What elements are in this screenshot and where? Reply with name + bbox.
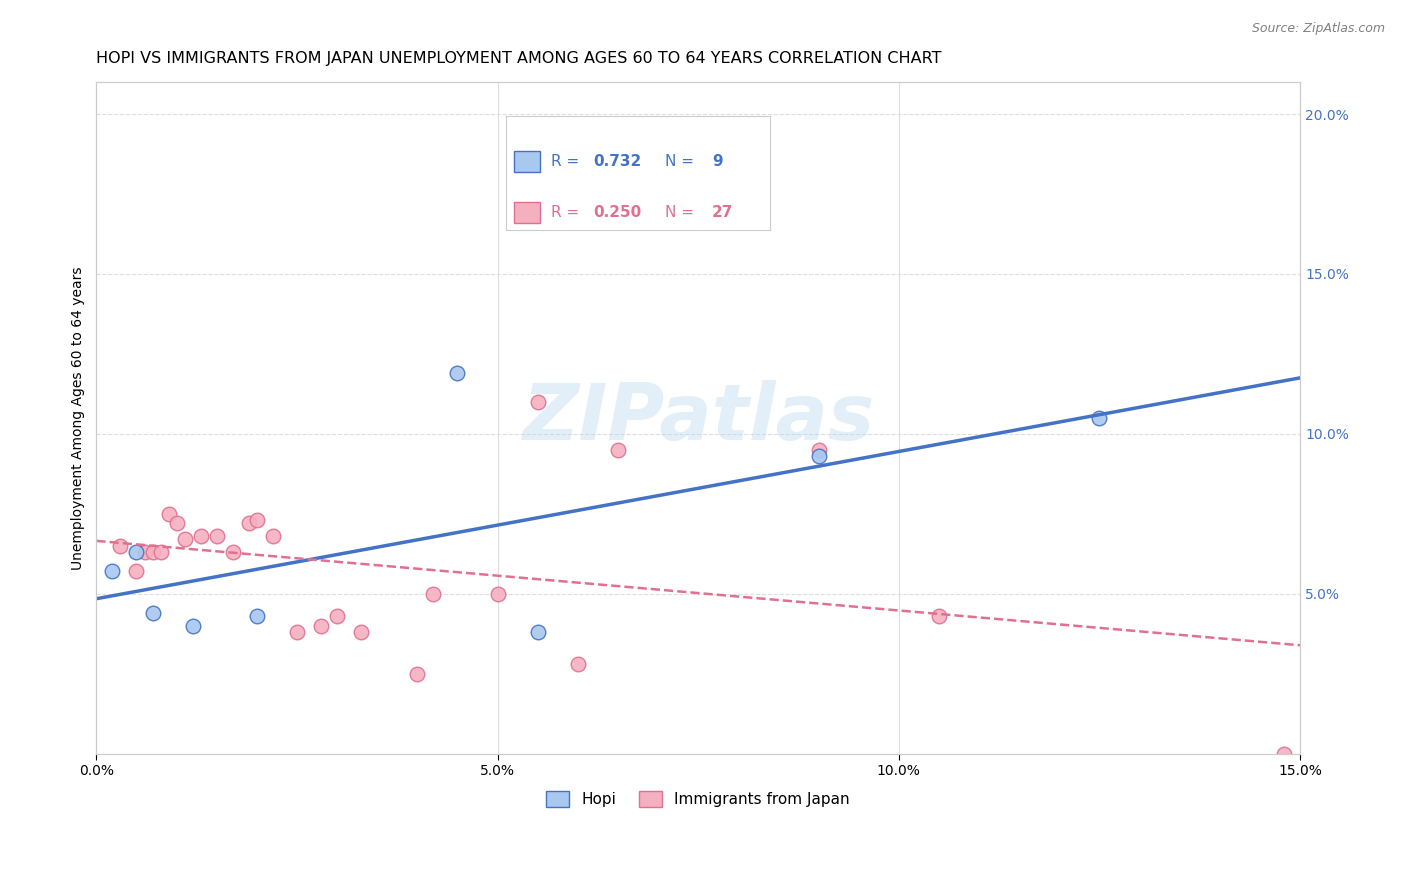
Point	[486, 587, 509, 601]
Point	[350, 625, 373, 640]
Point	[101, 564, 124, 578]
Point	[238, 516, 260, 531]
Point	[446, 366, 468, 380]
Point	[807, 449, 830, 463]
Point	[262, 529, 284, 543]
Point	[173, 533, 195, 547]
Point	[526, 625, 548, 640]
Point	[607, 442, 630, 457]
Point	[149, 545, 172, 559]
Y-axis label: Unemployment Among Ages 60 to 64 years: Unemployment Among Ages 60 to 64 years	[72, 266, 86, 570]
Point	[134, 545, 156, 559]
Point	[246, 513, 269, 527]
Point	[526, 394, 548, 409]
Point	[222, 545, 245, 559]
Point	[141, 545, 163, 559]
Point	[326, 609, 349, 624]
Point	[928, 609, 950, 624]
Point	[125, 545, 148, 559]
Legend: Hopi, Immigrants from Japan: Hopi, Immigrants from Japan	[540, 785, 856, 813]
Point	[110, 539, 132, 553]
Point	[1272, 747, 1295, 761]
Point	[1088, 410, 1111, 425]
Point	[157, 507, 180, 521]
Point	[406, 666, 429, 681]
Point	[125, 564, 148, 578]
Point	[246, 609, 269, 624]
Point	[567, 657, 589, 671]
Point	[309, 618, 332, 632]
Text: Source: ZipAtlas.com: Source: ZipAtlas.com	[1251, 22, 1385, 36]
Point	[166, 516, 188, 531]
Point	[181, 618, 204, 632]
Point	[422, 587, 444, 601]
Point	[141, 606, 163, 620]
Point	[190, 529, 212, 543]
Text: HOPI VS IMMIGRANTS FROM JAPAN UNEMPLOYMENT AMONG AGES 60 TO 64 YEARS CORRELATION: HOPI VS IMMIGRANTS FROM JAPAN UNEMPLOYME…	[97, 51, 942, 66]
Text: ZIPatlas: ZIPatlas	[522, 380, 875, 456]
Point	[807, 442, 830, 457]
Point	[285, 625, 308, 640]
Point	[205, 529, 228, 543]
